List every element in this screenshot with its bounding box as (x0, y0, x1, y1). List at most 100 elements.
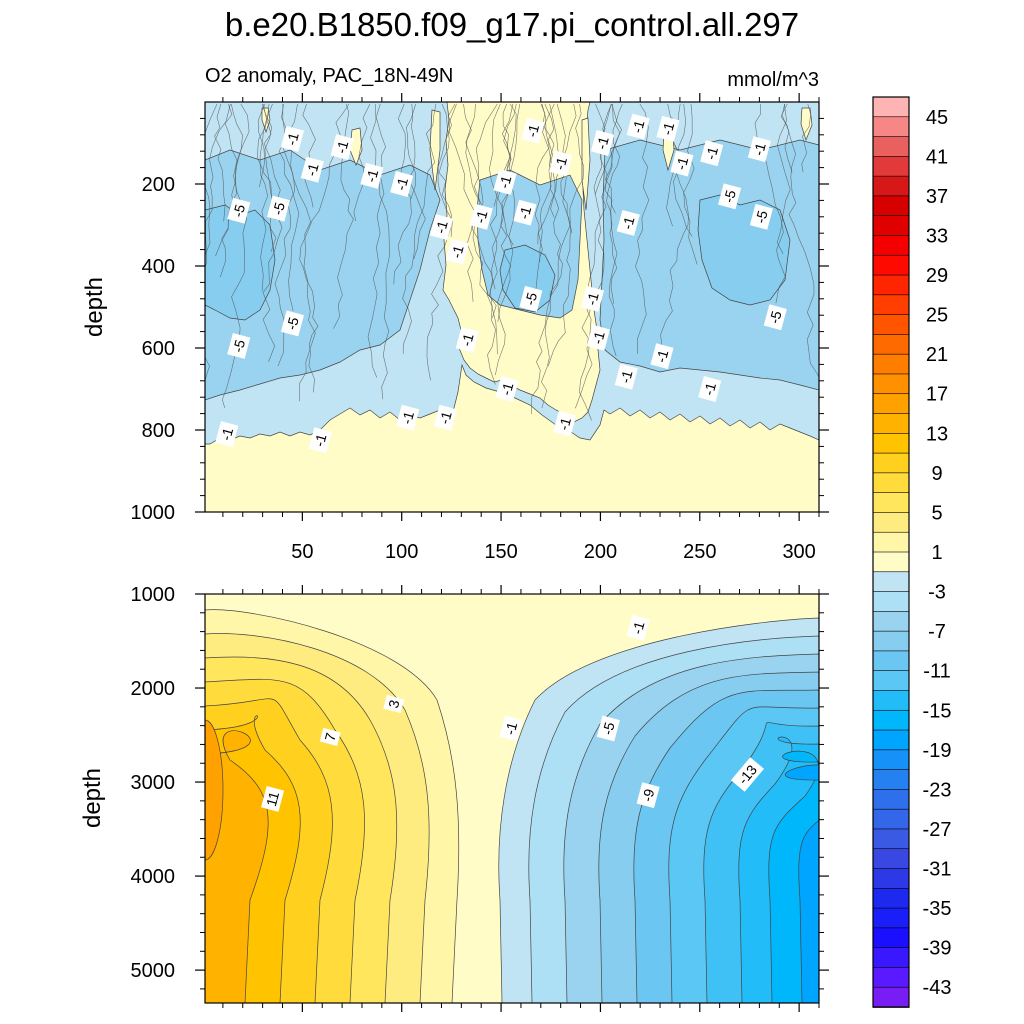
contour-label-text: -1 (472, 209, 491, 225)
colorbar-swatch (872, 729, 910, 751)
colorbar-swatch (872, 215, 910, 237)
contour-label-text: -1 (589, 329, 608, 345)
noise-contour (257, 103, 266, 188)
colorbar-swatch (872, 413, 910, 435)
contour-label: -1 (616, 209, 640, 236)
contour-label-box (626, 614, 650, 641)
contour-label-text: 7 (321, 731, 339, 743)
contour-label-text: -1 (593, 135, 612, 151)
colorbar-swatch (872, 749, 910, 771)
contour-label: -1 (495, 376, 519, 402)
contour-label-text: -5 (752, 209, 771, 225)
noise-contour (801, 103, 812, 173)
noise-contour (754, 103, 786, 304)
noise-contour (282, 104, 316, 402)
y-tick-label: 800 (142, 420, 175, 442)
contour-label: -1 (626, 614, 650, 641)
colorbar-label: -39 (923, 938, 952, 960)
contour-label-box (700, 140, 724, 167)
noise-contour (606, 103, 623, 357)
chart-title: b.e20.B1850.f09_g17.pi_control.all.297 (225, 6, 799, 43)
colorbar-swatch (872, 136, 910, 158)
contour-label-box (519, 285, 543, 312)
colorbar-swatch (872, 433, 910, 454)
contour-label-box (495, 376, 519, 402)
noise-contour (463, 103, 482, 205)
colorbar-swatch (872, 789, 910, 810)
noise-contour (426, 103, 453, 381)
contour-label-box (433, 404, 457, 431)
colorbar-swatch (872, 116, 910, 138)
contour-label-box (469, 203, 493, 230)
lower-y-axis-label: depth (79, 768, 106, 828)
contour-label-text: -1 (659, 120, 678, 136)
contour-label-text: -1 (673, 155, 692, 171)
contour-label: -1 (433, 404, 457, 431)
noise-contour (537, 103, 563, 245)
contour-label-text: -1 (218, 426, 237, 442)
colorbar-swatch (872, 690, 910, 712)
x-tick-label: 300 (782, 541, 815, 563)
contour-label: -1 (513, 199, 537, 226)
colorbar-label: 13 (926, 423, 948, 445)
contour-label-text: -1 (303, 161, 322, 177)
noise-contour (220, 103, 243, 278)
noise-contour (257, 103, 283, 363)
contour-label-text: -1 (283, 131, 302, 147)
noise-contour (402, 103, 437, 354)
noise-contour (780, 103, 819, 402)
contour-label-box (513, 199, 537, 226)
contour-label: -1 (330, 134, 354, 161)
contour-label: -1 (280, 125, 304, 152)
colorbar-swatch (872, 888, 910, 909)
upper-plot-frame (204, 101, 820, 513)
colorbar-label: -31 (923, 859, 952, 881)
colorbar-swatch (872, 650, 910, 672)
contour-label-text: -1 (702, 145, 721, 161)
noise-contour (531, 103, 585, 415)
contour-label-text: -1 (502, 720, 521, 736)
colorbar-swatch (872, 314, 910, 336)
noise-contour (776, 103, 791, 254)
colorbar-frame (872, 96, 910, 1008)
contour-label-box (445, 238, 469, 265)
contour-label-text: 11 (263, 790, 282, 808)
colorbar-label: 1 (931, 542, 942, 564)
contour-label: -1 (390, 171, 414, 197)
contour-label-box (261, 786, 285, 812)
upper-axes: 50 100 150 200 250 300 200 400 600 800 1000 (131, 93, 829, 563)
noise-contour (214, 103, 226, 222)
colorbar-swatch (872, 986, 910, 1008)
contour-label-box (266, 195, 291, 222)
contour-label: -5 (519, 285, 543, 312)
colorbar-label: 33 (926, 225, 948, 247)
contour-label-text: -1 (363, 168, 382, 184)
contour-label-box (499, 715, 523, 742)
contour-label: -5 (763, 304, 787, 331)
y-tick-label: 1000 (131, 502, 176, 524)
contour-label: -5 (227, 332, 251, 359)
contour-label: -1 (747, 136, 771, 163)
contour-label-box (308, 427, 332, 454)
contour-label: -1 (493, 168, 517, 195)
contour-label-box (390, 171, 414, 197)
contour-label: -1 (590, 130, 614, 156)
contour-label-box (227, 332, 251, 359)
colorbar-label: -27 (923, 819, 952, 841)
contour-label: -1 (698, 376, 722, 402)
colorbar-swatch (872, 353, 910, 375)
colorbar-swatch (872, 670, 910, 692)
noise-contour (541, 103, 563, 409)
contour-label-box (626, 113, 650, 140)
contour-label-box (330, 134, 354, 161)
contour-label: -1 (469, 203, 493, 230)
contour-label-text: -1 (551, 155, 570, 171)
noise-contour (683, 103, 698, 265)
colorbar-label: 5 (931, 502, 942, 524)
colorbar-label: -7 (928, 621, 946, 643)
x-tick-label: 100 (385, 541, 418, 563)
contour-label: -1 (553, 410, 577, 437)
contour-label-box (749, 203, 773, 230)
contour-label-box (718, 183, 742, 210)
colorbar-swatch (872, 274, 910, 296)
